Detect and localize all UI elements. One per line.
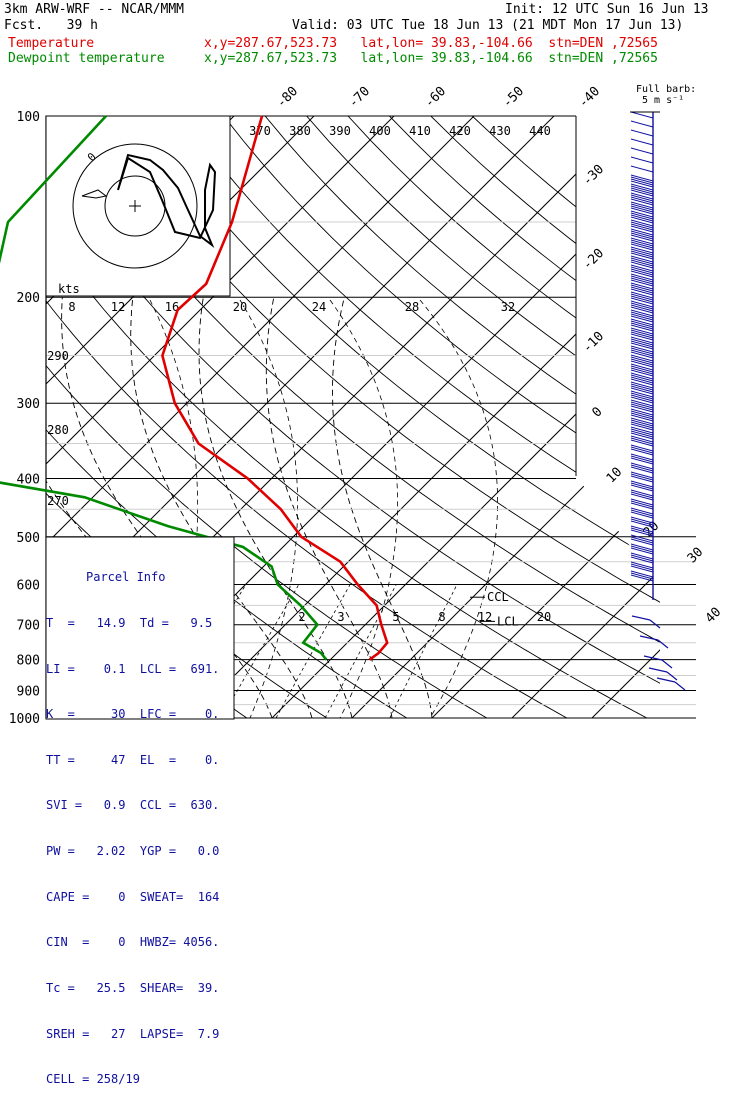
wind-barb-flag	[631, 139, 653, 145]
parcel-row-7: CAPE = 0 SWEAT= 164	[46, 890, 232, 905]
isotherm-label--20: -20	[580, 246, 607, 273]
hodo-speed-label-20: 20	[233, 300, 247, 314]
hodo-speed-label-24: 24	[312, 300, 326, 314]
parcel-row-1: T = 14.9 Td = 9.5	[46, 616, 232, 631]
wind-barb-flag	[631, 166, 653, 172]
isotherm-50	[592, 116, 740, 718]
dry-adiabat-410	[307, 116, 740, 718]
barb-legend-line2: 5 m s⁻¹	[642, 95, 684, 106]
theta-label-390: 390	[329, 124, 351, 138]
theta-left-label-290: 290	[47, 349, 69, 363]
parcel-info-panel: Parcel Info T = 14.9 Td = 9.5 LI = 0.1 L…	[46, 540, 232, 1103]
isotherm-20	[352, 116, 740, 718]
theta-label-440: 440	[529, 124, 551, 138]
parcel-row-5: SVI = 0.9 CCL = 630.	[46, 798, 232, 813]
barb-legend-line1: Full barb:	[636, 84, 696, 95]
isotherm-label--70: -70	[346, 84, 373, 111]
parcel-row-3: K = 30 LFC = 0.	[46, 707, 232, 722]
low-barb-tail-4	[657, 678, 675, 682]
hodo-speed-label-kts: kts	[58, 282, 80, 296]
pressure-label-900: 900	[17, 684, 40, 699]
isotherm-label-10: 10	[604, 465, 626, 487]
pressure-label-800: 800	[17, 654, 40, 669]
isotherm-40	[512, 116, 740, 718]
isotherm-label--40: -40	[576, 84, 603, 111]
isotherm-label--80: -80	[274, 84, 301, 111]
pressure-label-600: 600	[17, 578, 40, 593]
hodo-speed-label-28: 28	[405, 300, 419, 314]
pressure-label-1000: 1000	[9, 712, 40, 727]
isotherm-label-30: 30	[685, 545, 707, 567]
parcel-info-title: Parcel Info	[86, 570, 232, 585]
pressure-label-100: 100	[17, 110, 40, 125]
isotherm-label--30: -30	[580, 162, 607, 189]
lcl-label: LCL	[497, 614, 519, 628]
pressure-label-200: 200	[17, 291, 40, 306]
mixing-ratio-label-8: 8	[438, 610, 445, 624]
pressure-label-700: 700	[17, 619, 40, 634]
hodograph	[46, 116, 230, 296]
ccl-label: CCL	[487, 590, 509, 604]
parcel-row-9: Tc = 25.5 SHEAR= 39.	[46, 981, 232, 996]
low-barb-4	[675, 682, 685, 690]
dry-adiabat-440	[431, 116, 740, 718]
parcel-row-11: CELL = 258/19	[46, 1072, 232, 1087]
low-barb-0	[650, 620, 660, 628]
parcel-row-6: PW = 2.02 YGP = 0.0	[46, 844, 232, 859]
parcel-row-8: CIN = 0 HWBZ= 4056.	[46, 935, 232, 950]
pressure-label-500: 500	[17, 531, 40, 546]
wind-barbs	[631, 112, 685, 690]
hodo-speed-label-12: 12	[111, 300, 125, 314]
isotherm-label--60: -60	[422, 84, 449, 111]
theta-left-label-280: 280	[47, 423, 69, 437]
mixing-ratio-label-3: 3	[337, 610, 344, 624]
mixing-ratio-12	[325, 584, 396, 718]
moist-adiabat-5	[266, 297, 392, 718]
dry-adiabat-250	[0, 116, 7, 718]
theta-label-400: 400	[369, 124, 391, 138]
theta-label-380: 380	[289, 124, 311, 138]
low-barb-1	[658, 640, 668, 648]
isotherm-30	[432, 116, 740, 718]
mixing-ratio-20	[390, 584, 457, 718]
parcel-row-2: LI = 0.1 LCL = 691.	[46, 662, 232, 677]
pressure-label-300: 300	[17, 397, 40, 412]
parcel-row-10: SREH = 27 LAPSE= 7.9	[46, 1027, 232, 1042]
low-barb-tail-0	[632, 616, 650, 620]
mixing-ratio-label-5: 5	[392, 610, 399, 624]
isotherm-label-0: 0	[589, 404, 605, 420]
low-barb-2	[662, 660, 672, 668]
isotherm-label--50: -50	[500, 84, 527, 111]
isotherm-label-40: 40	[703, 605, 725, 627]
hodo-speed-label-8: 8	[68, 300, 75, 314]
low-barb-tail-3	[649, 668, 667, 672]
wind-barb-flag	[631, 112, 653, 118]
theta-label-410: 410	[409, 124, 431, 138]
isotherm-0	[192, 116, 740, 718]
theta-left-label-270: 270	[47, 494, 69, 508]
theta-label-420: 420	[449, 124, 471, 138]
mixing-ratio-label-12: 12	[478, 610, 492, 624]
dry-adiabat-390	[224, 116, 740, 718]
theta-label-430: 430	[489, 124, 511, 138]
isotherm-label--10: -10	[580, 329, 607, 356]
wind-barb-flag	[631, 157, 653, 163]
mixing-ratio-label-2: 2	[298, 610, 305, 624]
wind-barb-flag	[631, 121, 653, 127]
hodo-speed-label-32: 32	[501, 300, 515, 314]
wind-barb-flag	[631, 148, 653, 154]
dry-adiabat-380	[182, 116, 740, 718]
parcel-row-4: TT = 47 EL = 0.	[46, 753, 232, 768]
mixing-ratio-label-20: 20	[537, 610, 551, 624]
moist-adiabat-6	[333, 297, 433, 718]
wind-barb-flag	[631, 130, 653, 136]
